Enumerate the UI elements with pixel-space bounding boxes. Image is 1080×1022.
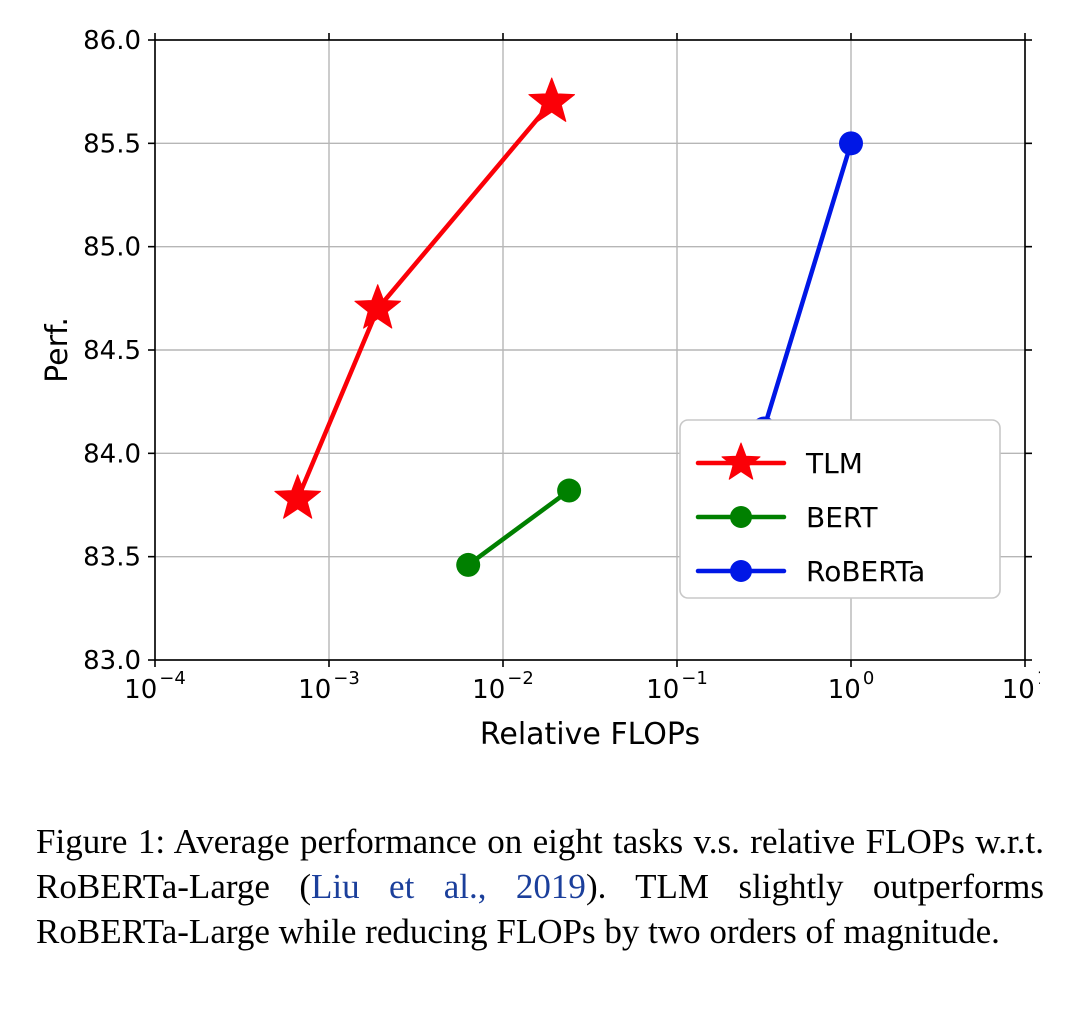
series-line: [764, 143, 851, 428]
series-line: [298, 102, 552, 499]
figure-container: 10−410−310−210−110010183.083.584.084.585…: [0, 0, 1080, 1022]
x-axis-label: Relative FLOPs: [480, 717, 700, 752]
legend: TLM BERT RoBERTa: [680, 420, 1000, 598]
y-axis-label: Perf.: [40, 317, 75, 383]
circle-marker: [456, 553, 480, 577]
y-tick-label: 83.5: [83, 543, 141, 573]
x-tick-label: 101: [1002, 668, 1040, 705]
x-tick-label: 10−2: [472, 668, 534, 705]
citation-link[interactable]: Liu et al., 2019: [311, 867, 586, 906]
y-tick-label: 83.0: [83, 646, 141, 676]
x-tick-label: 10−1: [646, 668, 708, 705]
x-tick-label: 10−3: [298, 668, 360, 705]
circle-marker: [730, 506, 752, 528]
y-tick-label: 84.5: [83, 336, 141, 366]
series-roberta: [752, 131, 863, 440]
y-tick-label: 85.5: [83, 129, 141, 159]
figure-caption: Figure 1: Average performance on eight t…: [36, 820, 1044, 954]
legend-label: RoBERTa: [806, 555, 925, 588]
circle-marker: [839, 131, 863, 155]
circle-marker: [730, 560, 752, 582]
y-tick-label: 85.0: [83, 233, 141, 263]
star-marker: [275, 475, 321, 518]
legend-label: BERT: [806, 501, 878, 534]
series-line: [468, 491, 569, 565]
performance-vs-flops-chart: 10−410−310−210−110010183.083.584.084.585…: [40, 20, 1040, 780]
star-marker: [529, 78, 575, 121]
caption-prefix: Figure 1:: [36, 822, 174, 861]
legend-label: TLM: [805, 447, 863, 480]
series-bert: [456, 479, 581, 577]
y-tick-label: 84.0: [83, 439, 141, 469]
x-tick-label: 100: [828, 668, 875, 705]
y-tick-label: 86.0: [83, 26, 141, 56]
circle-marker: [557, 479, 581, 503]
